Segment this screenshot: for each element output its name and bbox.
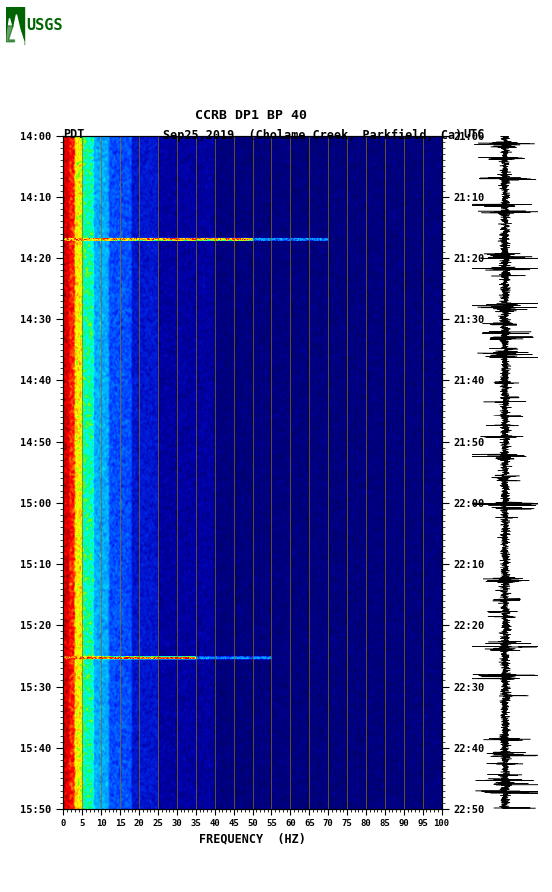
Bar [6, 7, 24, 45]
Text: CCRB DP1 BP 40: CCRB DP1 BP 40 [195, 109, 307, 122]
Polygon shape [6, 14, 24, 45]
Text: Sep25,2019  (Cholame Creek, Parkfield, Ca): Sep25,2019 (Cholame Creek, Parkfield, Ca… [163, 128, 462, 142]
Text: PDT: PDT [63, 128, 85, 142]
Text: UTC: UTC [464, 128, 485, 142]
Text: USGS: USGS [26, 19, 62, 33]
X-axis label: FREQUENCY  (HZ): FREQUENCY (HZ) [199, 832, 306, 846]
Polygon shape [6, 26, 14, 42]
